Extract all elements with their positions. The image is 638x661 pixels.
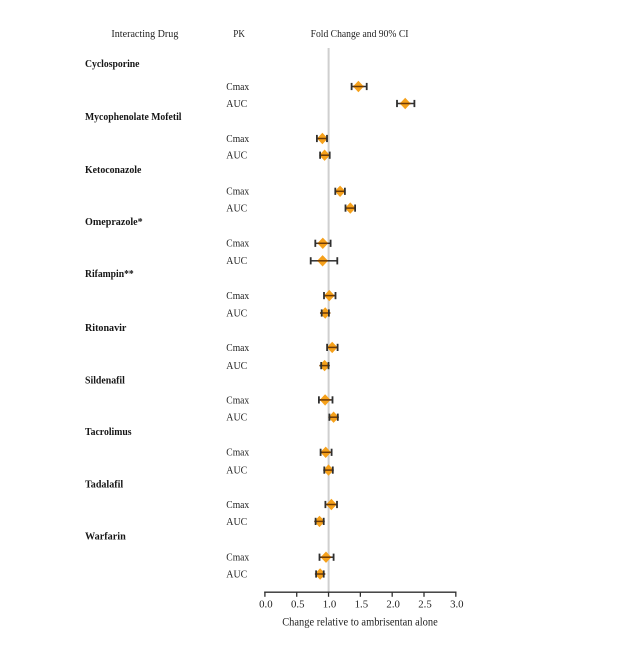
- svg-text:Sildenafil: Sildenafil: [85, 375, 125, 387]
- svg-text:AUC: AUC: [226, 308, 247, 319]
- svg-text:Interacting Drug: Interacting Drug: [111, 28, 178, 40]
- svg-text:AUC: AUC: [226, 151, 247, 162]
- svg-text:AUC: AUC: [226, 361, 247, 372]
- svg-text:AUC: AUC: [226, 256, 247, 267]
- svg-text:Ritonavir: Ritonavir: [85, 322, 126, 334]
- svg-text:Fold Change and 90% CI: Fold Change and 90% CI: [311, 28, 409, 40]
- svg-text:Cmax: Cmax: [226, 343, 250, 354]
- svg-text:Cmax: Cmax: [226, 134, 250, 145]
- svg-text:Cmax: Cmax: [226, 553, 250, 564]
- svg-text:1.5: 1.5: [355, 599, 369, 611]
- svg-text:AUC: AUC: [226, 569, 247, 580]
- svg-text:Cmax: Cmax: [226, 500, 250, 511]
- svg-text:AUC: AUC: [226, 466, 247, 477]
- svg-text:3.0: 3.0: [450, 599, 464, 611]
- svg-text:1.0: 1.0: [323, 599, 337, 611]
- svg-text:Mycophenolate Mofetil: Mycophenolate Mofetil: [85, 111, 182, 123]
- svg-text:Omeprazole*: Omeprazole*: [85, 216, 143, 228]
- svg-text:2.5: 2.5: [418, 599, 432, 611]
- svg-text:0.5: 0.5: [291, 599, 305, 611]
- svg-text:Ketoconazole: Ketoconazole: [85, 164, 141, 176]
- svg-text:Cmax: Cmax: [226, 291, 250, 302]
- svg-text:PK: PK: [233, 28, 245, 40]
- svg-text:Tadalafil: Tadalafil: [85, 479, 123, 491]
- svg-text:Cmax: Cmax: [226, 187, 250, 198]
- svg-text:2.0: 2.0: [386, 599, 400, 611]
- svg-text:Cmax: Cmax: [226, 239, 250, 250]
- svg-text:Cmax: Cmax: [226, 448, 250, 459]
- svg-text:Warfarin: Warfarin: [85, 531, 126, 543]
- svg-text:Cyclosporine: Cyclosporine: [85, 58, 140, 70]
- svg-text:Cmax: Cmax: [226, 82, 250, 93]
- svg-text:AUC: AUC: [226, 99, 247, 110]
- svg-text:Cmax: Cmax: [226, 395, 250, 406]
- svg-text:Rifampin**: Rifampin**: [85, 268, 134, 280]
- svg-text:AUC: AUC: [226, 204, 247, 215]
- svg-text:Tacrolimus: Tacrolimus: [85, 426, 132, 438]
- svg-text:0.0: 0.0: [259, 599, 273, 611]
- svg-text:AUC: AUC: [226, 517, 247, 528]
- svg-text:Change relative to ambrisentan: Change relative to ambrisentan alone: [282, 616, 438, 628]
- svg-text:AUC: AUC: [226, 413, 247, 424]
